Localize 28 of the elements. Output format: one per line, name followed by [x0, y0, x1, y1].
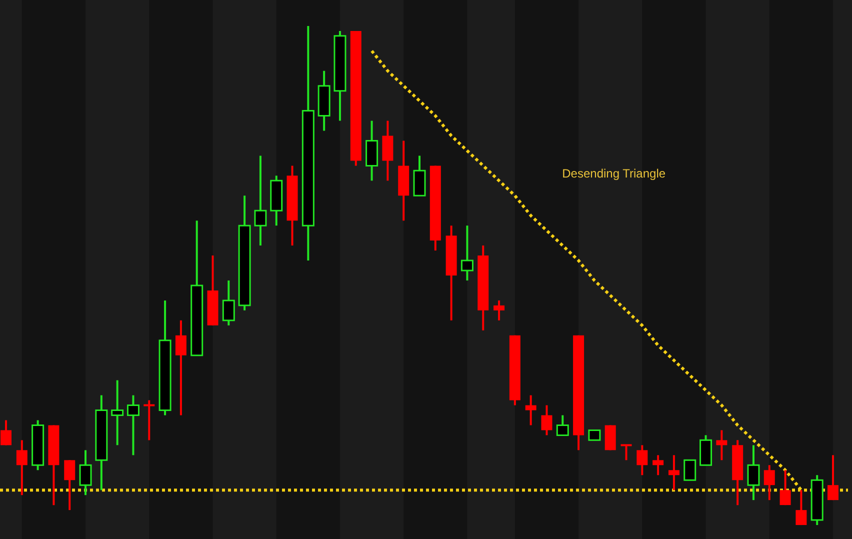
candlestick: [144, 399, 155, 442]
candlestick: [494, 299, 505, 322]
candlestick: [460, 224, 474, 282]
candlestick: [525, 394, 536, 426]
candlestick: [126, 394, 140, 456]
candlestick: [636, 444, 648, 476]
candlestick: [796, 489, 807, 526]
candlestick: [175, 319, 186, 416]
candlestick: [79, 449, 92, 496]
candlestick: [222, 279, 235, 326]
candlestick: [684, 459, 696, 481]
candlestick: [111, 379, 124, 446]
candlestick: [64, 459, 76, 512]
annotation: Desending Triangle: [562, 166, 666, 180]
candlestick: [716, 429, 728, 462]
candlestick: [652, 454, 664, 476]
candlestick: [541, 404, 552, 436]
candlestick: [254, 154, 267, 247]
candlestick: [556, 414, 569, 436]
candlestick: [828, 454, 838, 502]
candlestick: [588, 429, 601, 441]
candlestick: [668, 454, 680, 492]
candlestick: [620, 444, 632, 462]
candlestick: [747, 444, 760, 502]
candlestick: [0, 419, 12, 446]
candlestick: [16, 439, 28, 496]
candlestick: [764, 464, 775, 502]
candlestick: [780, 469, 791, 506]
